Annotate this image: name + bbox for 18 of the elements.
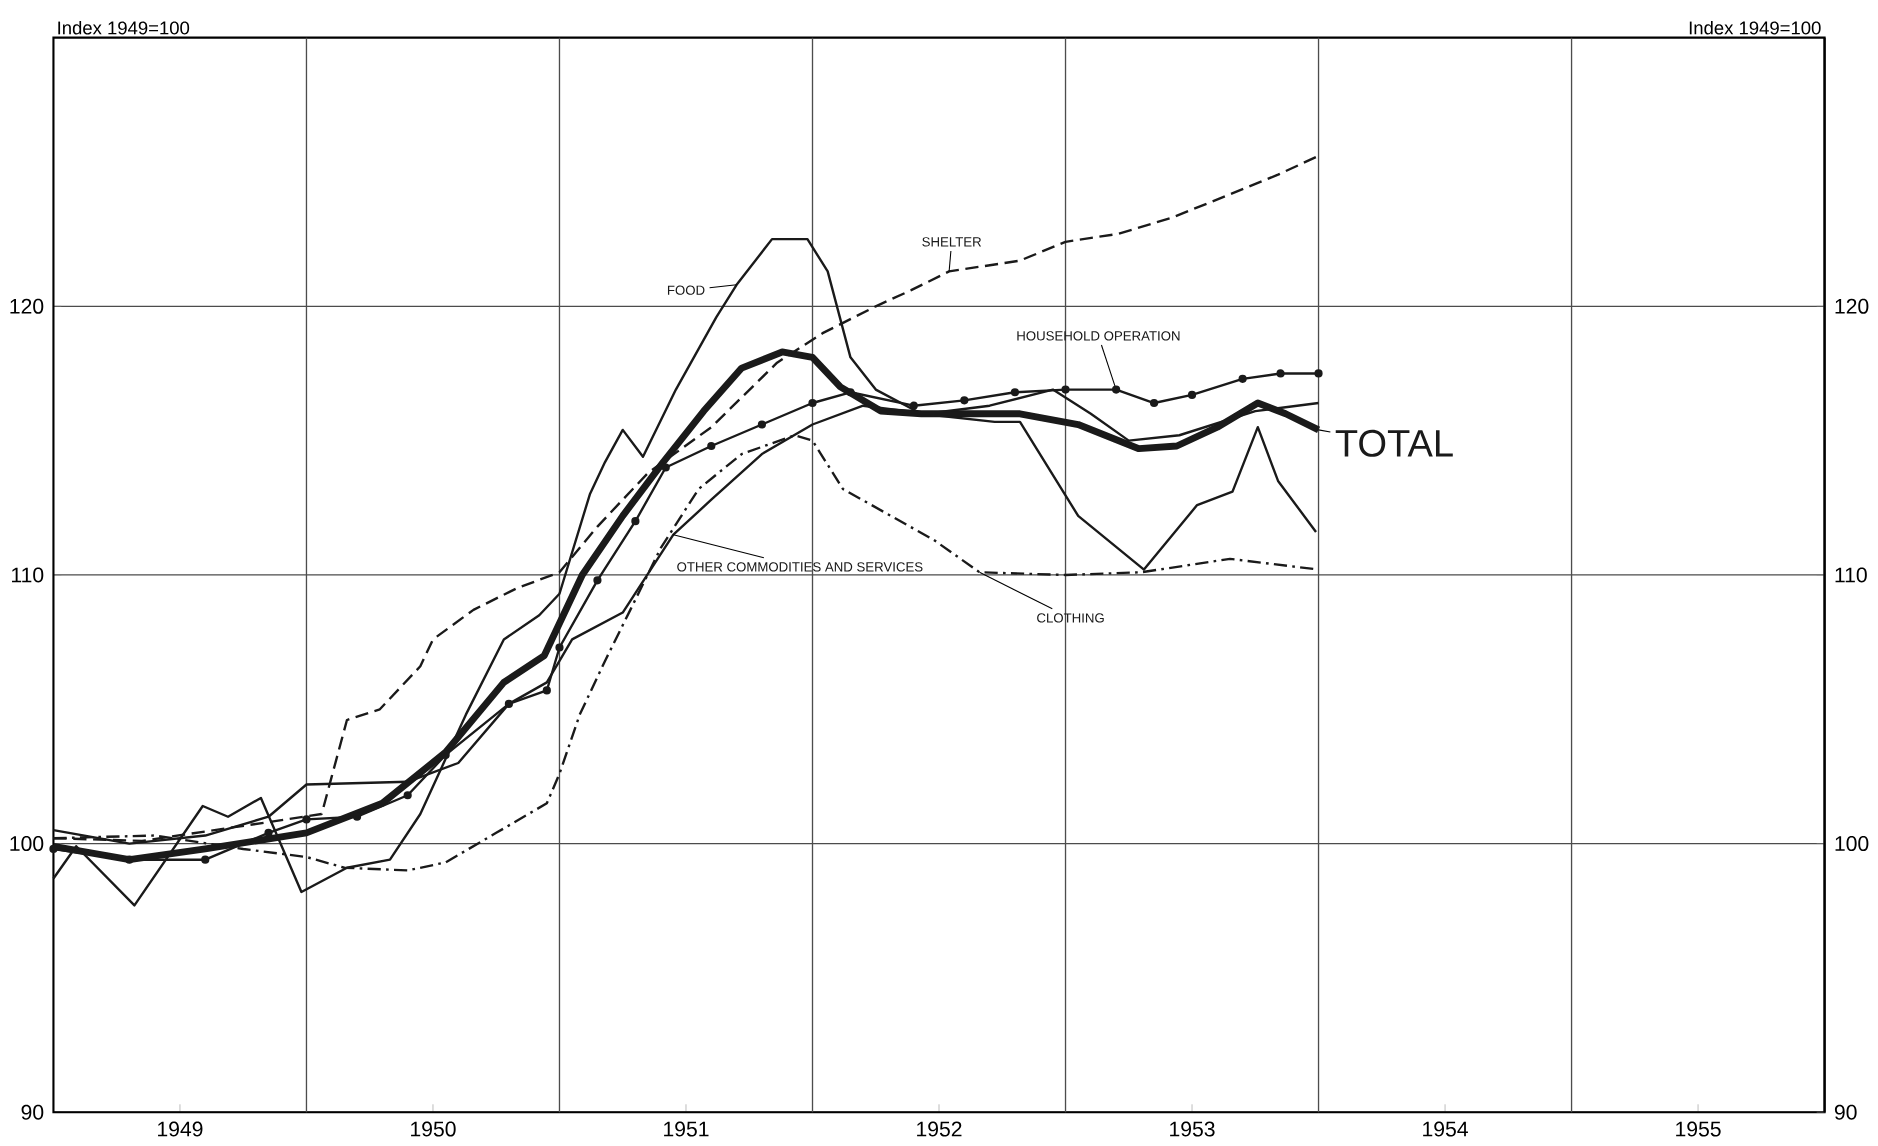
y-tick-label: 120 [10,299,44,315]
x-tick-label: 1952 [917,1121,962,1137]
y2-tick-label: 120 [1835,299,1869,315]
y2-tick-label: 110 [1835,567,1867,583]
y-tick-label: 110 [12,567,44,583]
y-axis-title: Index 1949=100 [58,21,190,35]
y-tick-label: 100 [10,836,44,852]
x-tick-label: 1955 [1676,1121,1721,1137]
series-label: TOTAL [1335,430,1453,458]
x-tick-label: 1949 [158,1121,203,1137]
x-tick-label: 1953 [1170,1121,1215,1137]
y2-axis-title: Index 1949=100 [1689,21,1821,35]
y2-tick-label: 90 [1834,1105,1857,1121]
y2-tick-label: 100 [1835,836,1869,852]
x-tick-label: 1950 [411,1121,456,1137]
x-tick-label: 1954 [1423,1121,1468,1137]
y-tick-label: 90 [21,1105,44,1121]
x-tick-label: 1951 [664,1121,709,1137]
